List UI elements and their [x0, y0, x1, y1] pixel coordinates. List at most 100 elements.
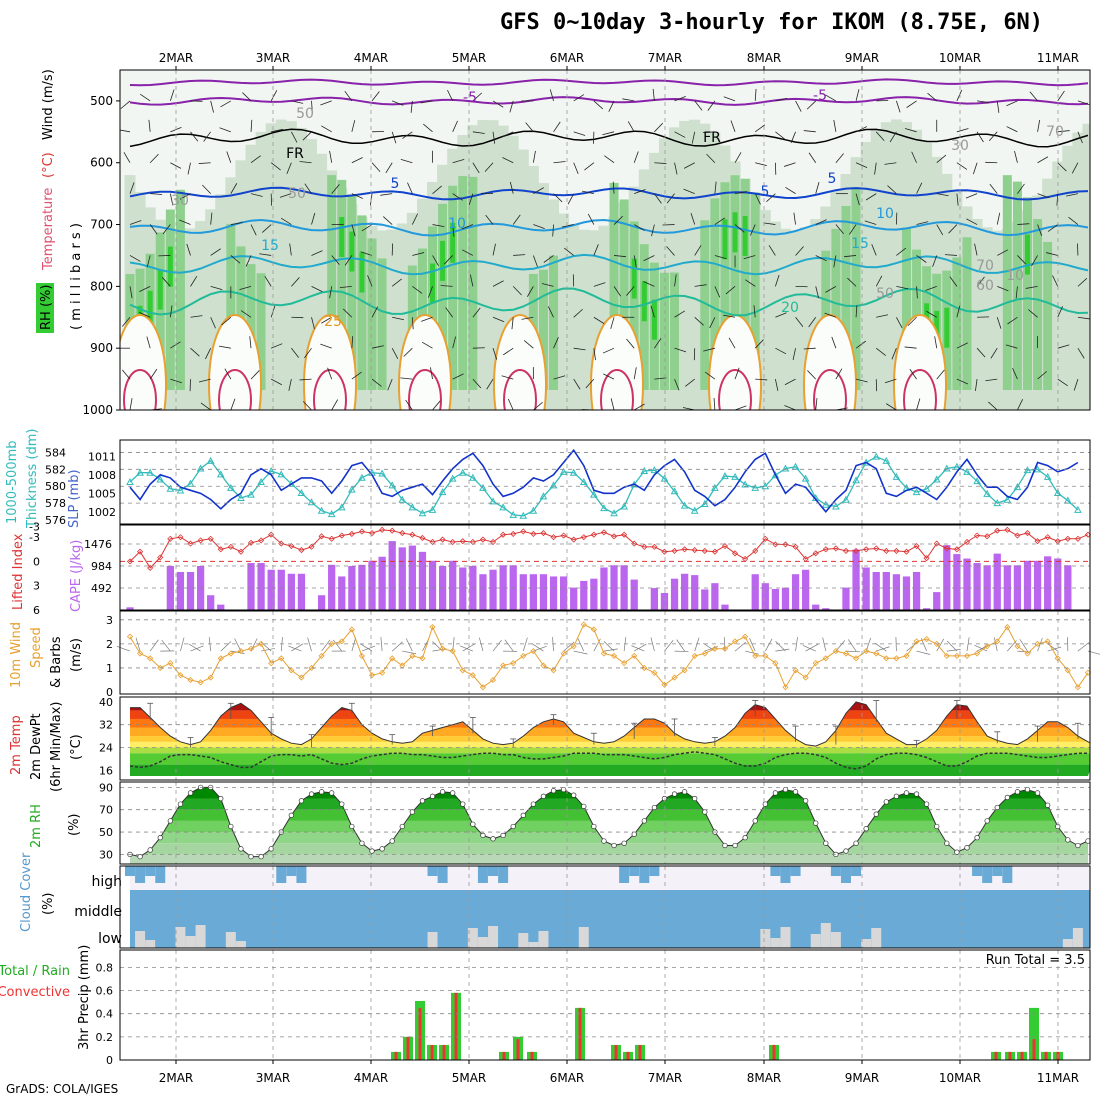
precip-tick-label: 0: [106, 1054, 113, 1067]
wind-speed-point: [913, 638, 920, 645]
wind-barb: [936, 369, 945, 380]
wind-barb: [875, 409, 877, 410]
lifted-index-point: [298, 547, 305, 554]
wind-barb: [432, 400, 441, 410]
wind-barb: [936, 154, 947, 164]
rh-point: [560, 786, 567, 793]
cloud-low-bar: [225, 932, 236, 948]
lifted-index-point: [802, 555, 809, 563]
wind-barb: [162, 277, 171, 287]
thickness-point: [751, 483, 760, 491]
wind-barb: [974, 644, 988, 652]
wind-speed-point: [550, 667, 557, 674]
rh-shade-light: [769, 221, 781, 410]
thickness-point: [721, 472, 729, 480]
wind-barb: [790, 131, 796, 144]
cape-bar: [398, 547, 406, 610]
date-label-top: 6MAR: [550, 51, 585, 65]
wind-barb: [270, 378, 282, 386]
wind-barb: [573, 378, 581, 390]
rh-shade-mid: [851, 187, 861, 390]
lifted-index-point: [247, 539, 255, 546]
wind-barb: [916, 398, 921, 410]
lifted-index-point: [358, 528, 366, 535]
cape-bar: [529, 574, 537, 610]
wind-barb: [563, 641, 575, 652]
wind-barb: [351, 371, 362, 380]
contour-label: 30: [171, 193, 189, 209]
wind-barb: [492, 348, 498, 360]
wind-barb: [1012, 367, 1018, 380]
wind-barb: [271, 409, 272, 410]
date-label-top: 4MAR: [354, 51, 389, 65]
rh-shade-high: [450, 222, 456, 263]
wind-barb: [459, 645, 473, 652]
wind-barb: [492, 243, 496, 256]
wind-barb: [643, 281, 655, 287]
thickness-point: [953, 462, 961, 470]
wind-speed-point: [651, 669, 658, 676]
wind-barb: [468, 193, 474, 206]
thickness-point: [398, 495, 407, 503]
rh-shade-mid: [428, 226, 438, 390]
wind-speed-point: [661, 681, 668, 688]
wind-barb: [1047, 224, 1058, 232]
wind-barb: [121, 317, 131, 327]
wind-barb: [331, 399, 339, 410]
lifted-cape-panel: [119, 524, 1091, 611]
wind-barb: [713, 398, 716, 410]
contour-label: 5: [391, 176, 400, 192]
cloud-high-bar: [840, 866, 851, 883]
wind-barb: [807, 370, 817, 380]
wind-barb: [906, 100, 917, 108]
wind-barb: [1052, 275, 1059, 287]
rh-point: [258, 853, 264, 860]
wind-barb: [472, 131, 485, 134]
rh-shade-light: [578, 229, 590, 410]
wind-barb: [876, 314, 889, 318]
wind-speed-point: [903, 652, 910, 659]
precip-panel: [119, 949, 1091, 1061]
thickness-point: [327, 510, 336, 518]
thickness-point: [942, 464, 951, 472]
wind-speed-point: [207, 674, 214, 681]
wind-barb: [339, 285, 352, 289]
cape-bar: [217, 604, 225, 610]
wind-barb: [936, 193, 949, 197]
thickness-point: [247, 490, 255, 498]
rh-shade-high: [339, 217, 345, 258]
rh-shade-high: [359, 252, 365, 293]
wind-barb: [387, 378, 393, 391]
wind-barb: [573, 308, 583, 318]
wind-barb: [856, 409, 857, 410]
rh-point: [752, 818, 758, 824]
wind-barb: [956, 409, 958, 410]
wind-barb: [774, 409, 776, 410]
cloud-high-bar: [135, 866, 146, 883]
wind-barb: [351, 157, 363, 164]
temp-axis-label: 2m Temp: [9, 715, 24, 775]
wind-barb: [714, 286, 721, 298]
wind-barb: [553, 121, 561, 133]
wind-barb: [808, 317, 817, 328]
lifted-index-point: [923, 555, 930, 562]
wind-barb: [250, 193, 263, 197]
rh-shade-high: [1024, 234, 1030, 275]
rh-point: [248, 853, 254, 860]
cape-bar: [670, 578, 679, 610]
rh-point: [903, 790, 910, 796]
wind-barb: [926, 310, 937, 318]
lifted-index-point: [207, 535, 214, 542]
cloud-high-clear: [130, 866, 1090, 890]
wind-barb: [290, 409, 292, 410]
lifted-tick-label: 3: [33, 580, 40, 593]
lifted-index-point: [550, 534, 557, 541]
wind-speed-point: [721, 645, 729, 652]
lifted-index-point: [137, 548, 144, 555]
rh-point: [742, 834, 748, 841]
rh-shade-mid: [246, 264, 256, 390]
wind-barb: [988, 401, 998, 410]
thickness-axis-label-2: Thickness (dm): [25, 429, 40, 529]
rh-point: [641, 818, 647, 824]
hot-core: [408, 369, 442, 410]
